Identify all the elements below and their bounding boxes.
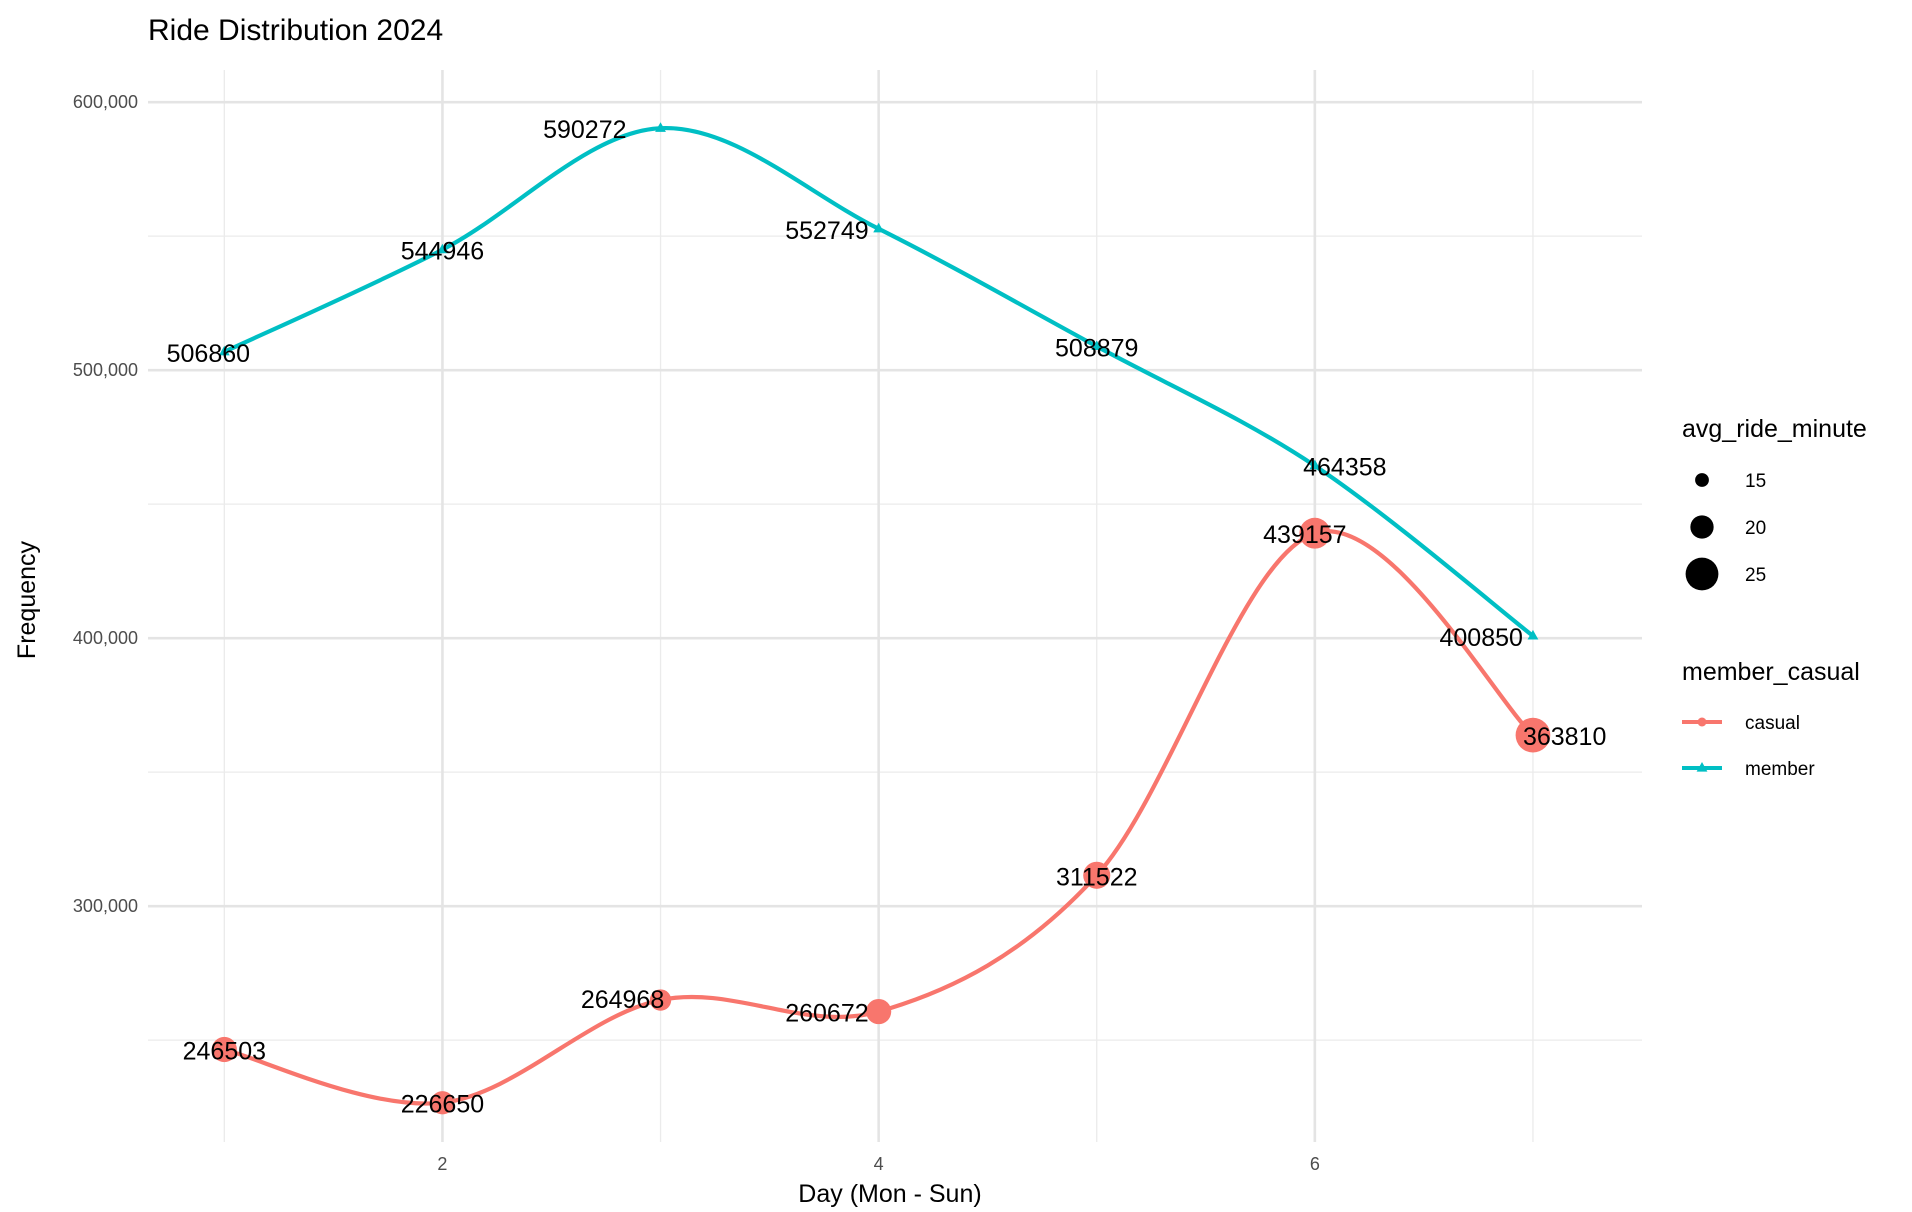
- data-labels: 246503 226650 264968 260672 311522 439157 3638…: [167, 116, 1607, 1119]
- axes: 2 4 6 300,000 400,000 500,000 600,000: [73, 92, 1320, 1174]
- legend-size-marker: [1685, 557, 1719, 591]
- data-points: [211, 122, 1551, 1115]
- data-label-member: 506860: [167, 340, 250, 368]
- legend-color-title: member_casual: [1682, 658, 1860, 686]
- legend-size-marker: [1695, 473, 1709, 487]
- data-label-casual: 226650: [401, 1091, 484, 1119]
- data-label-casual: 260672: [785, 1000, 868, 1028]
- legend-color-marker: [1697, 717, 1707, 727]
- chart-title: Ride Distribution 2024: [148, 14, 443, 47]
- point-member: [873, 222, 885, 233]
- point-casual: [1083, 861, 1111, 889]
- point-member: [1091, 340, 1103, 350]
- legend-color-marker: [1696, 762, 1708, 772]
- legend-size-label: 20: [1745, 518, 1766, 539]
- point-member: [218, 345, 230, 356]
- x-tick-label: 6: [1310, 1154, 1320, 1174]
- legend-size-label: 15: [1745, 471, 1766, 492]
- point-member: [437, 243, 448, 254]
- y-tick-label: 600,000: [73, 92, 138, 112]
- data-label-member: 400850: [1440, 624, 1523, 652]
- data-label-casual: 439157: [1263, 521, 1346, 549]
- legend-size-marker: [1690, 515, 1714, 539]
- point-member: [1309, 459, 1321, 470]
- y-tick-label: 400,000: [73, 628, 138, 648]
- x-tick-label: 2: [437, 1154, 447, 1174]
- legend-color-label: member: [1745, 759, 1815, 780]
- x-axis-title: Day (Mon - Sun): [798, 1180, 981, 1208]
- data-label-casual: 264968: [581, 986, 664, 1014]
- point-member: [655, 122, 666, 132]
- y-tick-label: 300,000: [73, 896, 138, 916]
- y-tick-label: 500,000: [73, 360, 138, 380]
- data-label-member: 590272: [543, 116, 626, 144]
- x-tick-label: 4: [874, 1154, 884, 1174]
- point-casual: [866, 998, 892, 1025]
- gridlines: [148, 70, 1642, 1142]
- point-casual: [649, 989, 672, 1011]
- legend-size-label: 25: [1745, 565, 1766, 586]
- data-label-casual: 311522: [1056, 863, 1138, 891]
- point-casual: [1515, 717, 1551, 753]
- legend-size-title: avg_ride_minute: [1682, 415, 1867, 443]
- data-label-casual: 246503: [183, 1038, 266, 1066]
- data-label-casual: 363810: [1523, 723, 1606, 751]
- data-label-member: 552749: [785, 217, 868, 245]
- y-axis-title: Frequency: [13, 540, 41, 659]
- point-casual: [430, 1091, 455, 1115]
- legend-color-label: casual: [1745, 713, 1800, 734]
- point-casual: [211, 1036, 237, 1063]
- point-casual: [1299, 517, 1331, 549]
- point-member: [1527, 629, 1539, 640]
- data-label-member: 464358: [1303, 454, 1386, 482]
- data-label-member: 544946: [401, 238, 484, 266]
- legend: avg_ride_minute member_casual 15 20 25 casu…: [1682, 415, 1867, 780]
- data-label-member: 508879: [1055, 334, 1138, 362]
